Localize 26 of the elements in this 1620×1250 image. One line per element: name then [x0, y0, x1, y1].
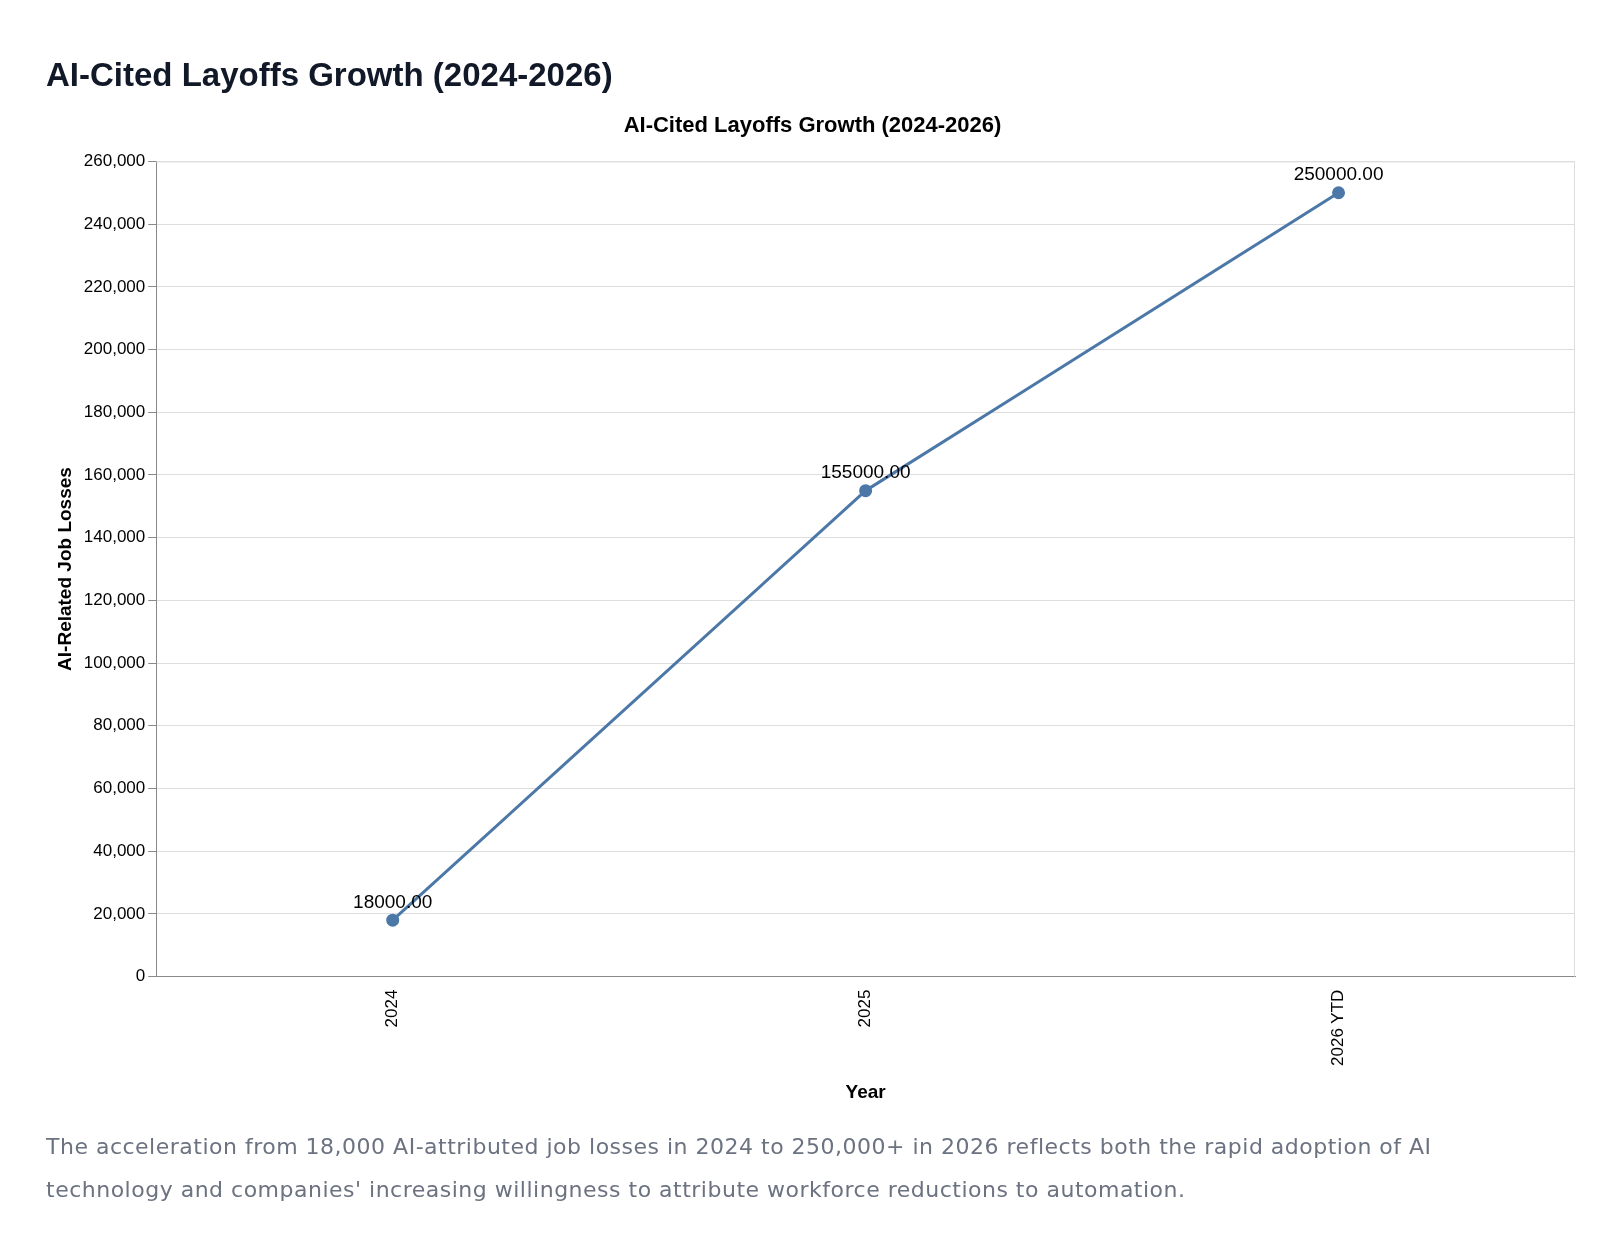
- y-tick-label: 100,000: [83, 652, 146, 672]
- y-tick-label: 220,000: [83, 276, 146, 296]
- point: [859, 484, 873, 498]
- y-axis-title: AI-Related Job Losses: [53, 467, 75, 671]
- x-axis-title: Year: [845, 1080, 887, 1102]
- data-label: 250000.00: [1293, 163, 1384, 185]
- x-tick-label: 2026 YTD: [1328, 989, 1348, 1066]
- y-tick-label: 0: [135, 966, 146, 986]
- y-tick-label: 200,000: [83, 339, 146, 359]
- y-tick-label: 20,000: [93, 903, 146, 923]
- text: The acceleration from 18,000 AI-attributed job losses in 2024 to 250,000+ in 2026 reflects both the rapid adoption of AI technology and companies' increasing willingness to attribute workforce reductions to automation.: [46, 1133, 1433, 1204]
- x-tick-label: 2025: [855, 989, 875, 1028]
- y-tick-label: 180,000: [83, 401, 146, 421]
- y-tick-label: 240,000: [83, 213, 146, 233]
- y-tick-label: 60,000: [93, 778, 146, 798]
- chart-subtitle: AI-Cited Layoffs Growth (2024-2026): [623, 112, 1002, 138]
- point: [386, 913, 400, 927]
- point: [1332, 186, 1346, 200]
- y-tick-label: 40,000: [93, 840, 146, 860]
- y-tick-label: 120,000: [83, 590, 146, 610]
- y-tick-label: 140,000: [83, 527, 146, 547]
- y-tick-label: 160,000: [83, 464, 146, 484]
- y-tick-label: 80,000: [93, 715, 146, 735]
- x-tick-label: 2024: [382, 989, 402, 1028]
- y-tick-label: 260,000: [83, 151, 146, 171]
- chart-title: AI-Cited Layoffs Growth (2024-2026): [46, 56, 613, 94]
